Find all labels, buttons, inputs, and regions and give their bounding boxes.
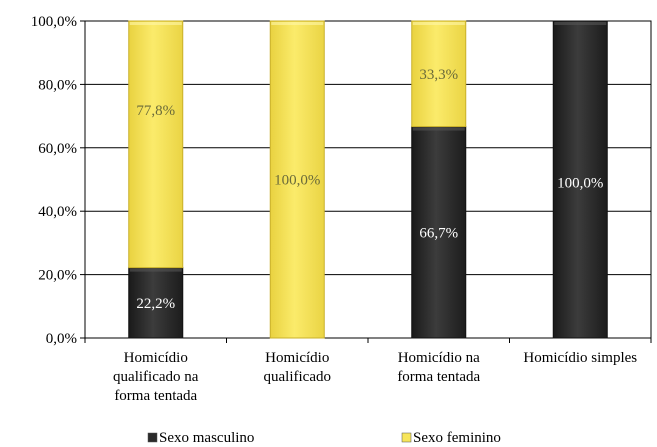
y-tick-label: 20,0% <box>38 268 77 284</box>
bar-edge <box>129 22 182 25</box>
x-category-label: Homicídio qualificado <box>264 350 331 385</box>
bar-feminino <box>128 20 184 269</box>
data-labels: 22,2% 77,8% 100,0% 66,7% 33,3% 100,0% <box>136 67 603 312</box>
bar-edge <box>271 22 324 25</box>
x-category-label-line: Homicídio <box>265 350 329 366</box>
bar-masculino <box>552 20 608 339</box>
x-axis: Homicídio qualificado na forma tentadaHomi… <box>84 338 652 404</box>
bars <box>128 20 608 339</box>
x-category-label-line: forma tentada <box>114 388 197 404</box>
y-axis: 0,0% 20,0% 40,0% 60,0% 80,0% 100,0% <box>31 14 85 347</box>
bar-edge <box>412 127 465 131</box>
bar-masculino <box>128 267 184 339</box>
data-label: 100,0% <box>557 176 603 192</box>
x-category-label: Homicídio simples <box>523 350 637 366</box>
legend-label: Sexo feminino <box>413 430 501 446</box>
x-category-label-line: qualificado <box>264 369 331 385</box>
x-category-label-line: forma tentada <box>397 369 480 385</box>
x-category-label-line: Homicídio na <box>398 350 480 366</box>
y-tick-label: 100,0% <box>31 14 77 30</box>
y-tick-label: 0,0% <box>46 331 77 347</box>
x-category-label-line: Homicídio <box>124 350 188 366</box>
legend: Sexo masculino Sexo feminino <box>147 430 501 446</box>
legend-swatch-masculino <box>147 432 158 443</box>
y-tick-label: 80,0% <box>38 77 77 93</box>
data-label: 100,0% <box>274 173 320 189</box>
bar-masculino <box>411 126 467 339</box>
data-label: 66,7% <box>419 225 458 241</box>
bar-edge <box>412 22 465 25</box>
bar-feminino <box>411 20 467 128</box>
y-tick-label: 60,0% <box>38 141 77 157</box>
x-category-label-line: Homicídio simples <box>523 350 637 366</box>
data-label: 22,2% <box>136 296 175 312</box>
x-category-label: Homicídio na forma tentada <box>397 350 480 385</box>
bar-feminino <box>269 20 325 339</box>
legend-label: Sexo masculino <box>159 430 254 446</box>
data-label: 77,8% <box>136 103 175 119</box>
y-tick-label: 40,0% <box>38 204 77 220</box>
x-category-label-line: qualificado na <box>113 369 199 385</box>
bar-edge <box>129 268 182 272</box>
legend-swatch-feminino <box>401 432 412 443</box>
x-category-label: Homicídio qualificado na forma tentada <box>113 350 199 404</box>
data-label: 33,3% <box>419 67 458 83</box>
bar-edge <box>554 22 607 25</box>
